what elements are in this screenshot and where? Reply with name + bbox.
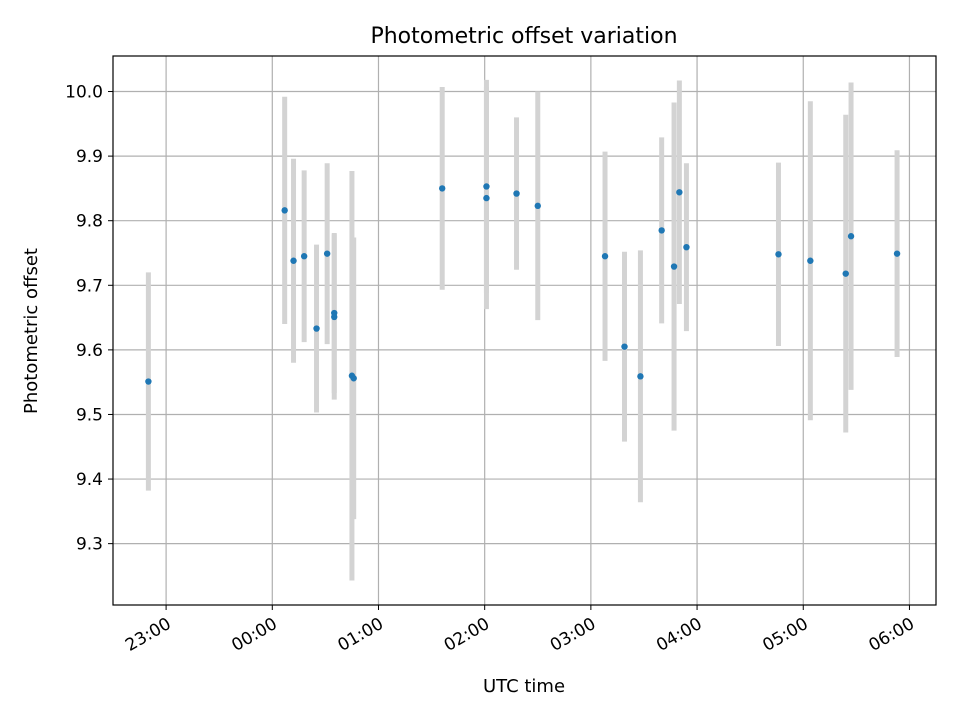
data-point: [601, 253, 609, 260]
x-tick-label: 01:00: [335, 614, 387, 656]
data-point: [513, 190, 520, 197]
data-point: [300, 253, 308, 260]
y-tick-label: 10.0: [65, 83, 103, 103]
data-point: [842, 270, 849, 277]
x-tick-label: 04:00: [653, 614, 705, 656]
data-point: [847, 233, 855, 240]
data-point: [775, 251, 782, 258]
data-point: [331, 313, 338, 321]
x-axis-label: UTC time: [483, 676, 565, 697]
chart-title: Photometric offset variation: [370, 24, 677, 49]
x-tick-label: 03:00: [547, 614, 599, 656]
data-point: [637, 373, 644, 380]
x-tick-label: 05:00: [759, 614, 811, 656]
data-point: [483, 183, 490, 190]
data-point: [290, 257, 297, 264]
data-point: [670, 263, 678, 270]
x-tick-label: 00:00: [228, 614, 280, 656]
x-tick-label: 02:00: [441, 614, 493, 656]
y-axis: 9.3 9.4 9.5 9.6 9.7 9.8 9.9 10.0: [65, 83, 113, 555]
x-axis: 23:00 00:00 01:00 02:00 03:00 04:00 05:00 06:00: [122, 605, 918, 656]
y-tick-label: 9.8: [76, 212, 103, 232]
data-point: [483, 194, 490, 202]
error-bars: [145, 79, 900, 581]
data-point: [893, 250, 901, 257]
data-point: [439, 185, 446, 192]
data-point: [807, 257, 814, 264]
x-tick-label: 06:00: [866, 614, 918, 656]
data-point: [658, 227, 665, 234]
data-point: [621, 343, 628, 350]
data-point: [676, 189, 683, 196]
data-point: [145, 378, 152, 385]
y-tick-label: 9.4: [76, 470, 103, 490]
y-tick-label: 9.9: [76, 147, 103, 167]
x-tick-label: 23:00: [122, 614, 174, 656]
data-point: [683, 243, 690, 251]
data-point: [313, 325, 320, 332]
data-point: [281, 207, 288, 214]
y-axis-label: Photometric offset: [21, 248, 42, 414]
y-tick-label: 9.5: [76, 405, 103, 425]
y-tick-label: 9.6: [76, 341, 103, 361]
plot-frame: [112, 55, 937, 606]
y-tick-label: 9.7: [76, 276, 103, 296]
data-points: [145, 183, 901, 385]
data-point: [350, 375, 357, 382]
data-point: [323, 250, 331, 257]
y-tick-label: 9.3: [76, 535, 103, 555]
data-point: [534, 202, 541, 210]
